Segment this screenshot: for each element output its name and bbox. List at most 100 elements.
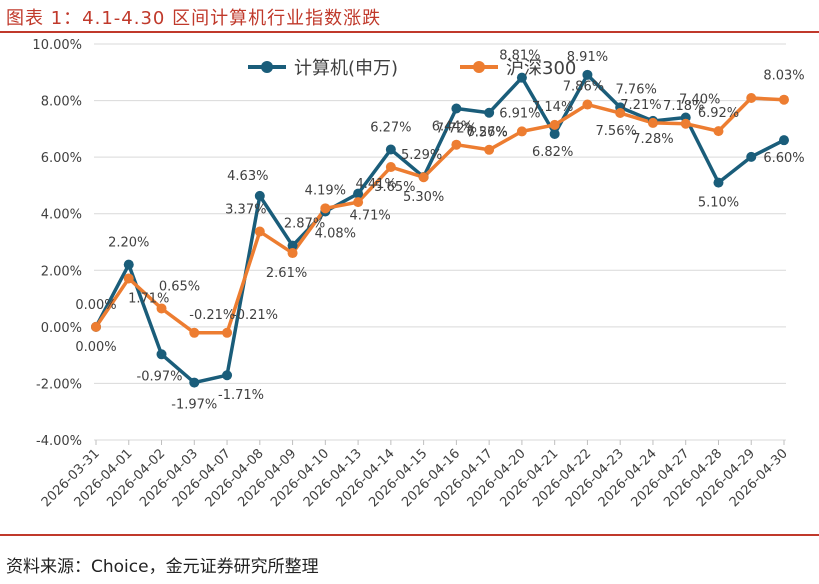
data-label: 6.44%: [432, 120, 473, 135]
series-points: [91, 69, 789, 388]
data-point: [779, 135, 789, 146]
series-line: [94, 96, 785, 335]
data-point: [582, 99, 593, 110]
data-label: 0.00%: [75, 298, 116, 313]
data-label: 5.30%: [403, 190, 444, 205]
data-label: 6.26%: [466, 125, 507, 140]
data-label: 7.56%: [596, 124, 637, 139]
data-label: -0.21%: [189, 308, 235, 323]
data-label: 7.86%: [563, 80, 604, 95]
data-label: -0.97%: [137, 369, 183, 384]
data-point: [189, 327, 200, 338]
data-point: [779, 94, 789, 105]
data-label: 6.60%: [763, 151, 804, 166]
data-label: 7.14%: [532, 100, 573, 115]
data-label: 4.63%: [227, 169, 268, 184]
data-label: 7.57%: [466, 126, 507, 141]
data-label: 7.40%: [679, 93, 720, 108]
data-label: 5.65%: [374, 180, 415, 195]
data-point: [91, 321, 101, 332]
data-point: [123, 273, 134, 284]
data-point: [615, 108, 626, 119]
data-point: [484, 107, 495, 118]
data-label: 2.87%: [284, 217, 325, 232]
data-label: 5.10%: [698, 196, 739, 211]
data-label: 7.72%: [436, 121, 477, 136]
data-point: [549, 119, 560, 130]
data-label: 4.71%: [349, 209, 390, 224]
data-label: 6.92%: [698, 106, 739, 121]
data-label: 8.03%: [763, 69, 804, 84]
data-label: 3.37%: [225, 203, 266, 218]
y-tick-label: -2.00%: [36, 377, 82, 392]
y-tick-label: 2.00%: [41, 264, 82, 279]
data-label: 4.19%: [305, 183, 346, 198]
y-tick-label: 6.00%: [41, 151, 82, 166]
data-point: [418, 172, 429, 183]
y-tick-label: 4.00%: [41, 208, 82, 223]
data-point: [385, 144, 396, 155]
y-tick-label: 10.00%: [32, 38, 82, 53]
data-point: [516, 72, 527, 83]
data-labels: 0.00% 2.20% -0.97% -1.97%-1.71% 4.63% 2.87% 4.…: [75, 49, 804, 413]
data-label: 4.41%: [355, 177, 396, 192]
data-point: [549, 128, 560, 139]
data-label: 2.20%: [108, 236, 149, 251]
data-point: [746, 93, 757, 104]
series-lines: [94, 73, 785, 385]
data-point: [287, 248, 298, 259]
data-point: [254, 190, 265, 201]
data-point: [353, 188, 364, 199]
data-point: [353, 197, 364, 208]
data-point: [385, 162, 396, 173]
data-point: [713, 126, 724, 137]
data-label: 0.65%: [159, 279, 200, 294]
series-line: [94, 73, 785, 385]
data-point: [254, 226, 265, 237]
data-label: 6.82%: [532, 145, 573, 160]
data-label: 6.91%: [499, 106, 540, 121]
y-tick-label: 0.00%: [41, 321, 82, 336]
y-axis: -4.00% -2.00% 0.00% 2.00% 4.00% 6.00% 8.00% 10.…: [32, 38, 82, 449]
data-point: [222, 327, 233, 338]
data-label: -1.71%: [218, 388, 264, 403]
x-axis: 2026-03-312026-04-012026-04-022026-04-03…: [39, 440, 791, 510]
gridlines: [94, 43, 786, 441]
data-label: -0.21%: [232, 308, 278, 323]
footer-rule: [0, 534, 819, 536]
data-label: 7.18%: [663, 99, 704, 114]
data-label: 8.91%: [567, 50, 608, 65]
data-label: -1.97%: [171, 398, 217, 413]
data-label: 7.21%: [620, 98, 661, 113]
y-tick-label: -4.00%: [36, 434, 82, 449]
legend-marker: [473, 61, 485, 73]
data-label: 1.71%: [128, 291, 169, 306]
y-tick-label: 8.00%: [41, 95, 82, 110]
data-label: 2.61%: [266, 266, 307, 281]
data-point: [713, 177, 724, 188]
data-point: [123, 259, 134, 270]
data-point: [647, 117, 658, 128]
data-point: [189, 377, 200, 388]
figure-title: 图表 1：4.1-4.30 区间计算机行业指数涨跌: [6, 8, 382, 29]
data-point: [582, 69, 593, 80]
data-label: 7.76%: [616, 82, 657, 97]
data-point: [451, 139, 462, 150]
data-point: [287, 240, 298, 251]
source-note: 资料来源：Choice，金元证券研究所整理: [6, 557, 319, 577]
data-point: [320, 203, 331, 214]
data-label: 6.27%: [370, 121, 411, 136]
data-label: 7.28%: [632, 132, 673, 147]
data-point: [156, 303, 167, 314]
title-rule: [0, 31, 819, 33]
data-point: [516, 126, 527, 137]
data-point: [746, 151, 757, 162]
legend: 计算机(申万) 沪深300: [248, 58, 576, 79]
data-point: [680, 118, 691, 129]
data-label: 5.29%: [401, 148, 442, 163]
data-point: [156, 349, 167, 360]
legend-label: 计算机(申万): [294, 58, 398, 79]
data-label: 0.00%: [75, 340, 116, 355]
data-point: [451, 103, 462, 114]
